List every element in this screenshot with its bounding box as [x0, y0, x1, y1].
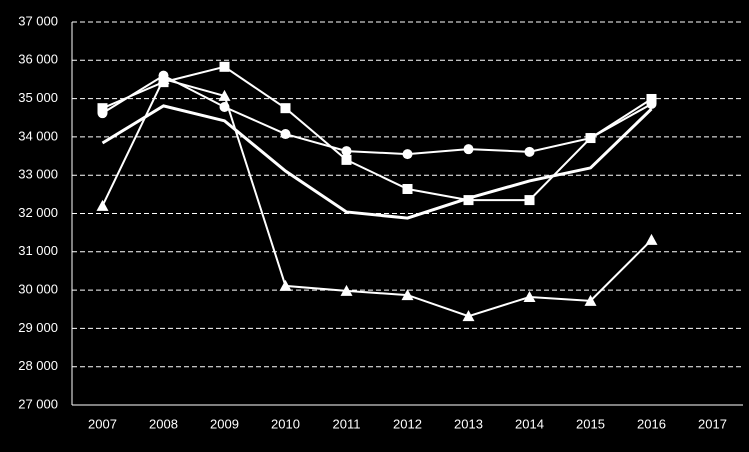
- x-tick-label: 2010: [271, 416, 300, 431]
- marker: [645, 233, 658, 245]
- x-tick-label: 2016: [637, 416, 666, 431]
- y-tick-label: 33 000: [18, 167, 58, 182]
- marker: [463, 144, 474, 155]
- y-tick-label: 34 000: [18, 128, 58, 143]
- marker: [218, 89, 231, 101]
- x-tick-label: 2017: [698, 416, 727, 431]
- marker: [280, 103, 291, 114]
- x-tick-label: 2015: [576, 416, 605, 431]
- marker: [402, 149, 413, 160]
- x-tick-label: 2007: [88, 416, 117, 431]
- x-tick-label: 2013: [454, 416, 483, 431]
- x-tick-label: 2014: [515, 416, 544, 431]
- x-tick-label: 2008: [149, 416, 178, 431]
- y-tick-label: 30 000: [18, 282, 58, 297]
- x-tick-label: 2012: [393, 416, 422, 431]
- marker: [341, 154, 352, 165]
- series-line: [101, 74, 652, 156]
- marker: [341, 146, 352, 157]
- marker: [402, 183, 413, 194]
- y-tick-label: 37 000: [18, 13, 58, 28]
- x-tick-label: 2009: [210, 416, 239, 431]
- marker: [96, 199, 109, 211]
- y-tick-label: 35 000: [18, 90, 58, 105]
- y-tick-label: 28 000: [18, 358, 58, 373]
- series-line: [102, 65, 653, 202]
- y-tick-label: 29 000: [18, 320, 58, 335]
- marker: [524, 195, 535, 206]
- marker: [340, 284, 353, 296]
- marker: [463, 195, 474, 206]
- marker: [97, 103, 108, 114]
- marker: [462, 310, 475, 322]
- marker: [401, 289, 414, 301]
- y-tick-label: 31 000: [18, 243, 58, 258]
- marker: [584, 294, 597, 306]
- marker: [280, 129, 291, 140]
- marker: [646, 93, 657, 104]
- marker: [279, 279, 292, 291]
- y-tick-label: 36 000: [18, 52, 58, 67]
- series-line: [101, 77, 653, 318]
- marker: [219, 61, 230, 72]
- x-tick-label: 2011: [333, 416, 361, 431]
- y-tick-label: 32 000: [18, 205, 58, 220]
- marker: [157, 73, 170, 85]
- marker: [523, 290, 536, 302]
- marker: [524, 146, 535, 157]
- y-tick-label: 27 000: [18, 396, 58, 411]
- series-line: [101, 104, 653, 220]
- marker: [585, 133, 596, 144]
